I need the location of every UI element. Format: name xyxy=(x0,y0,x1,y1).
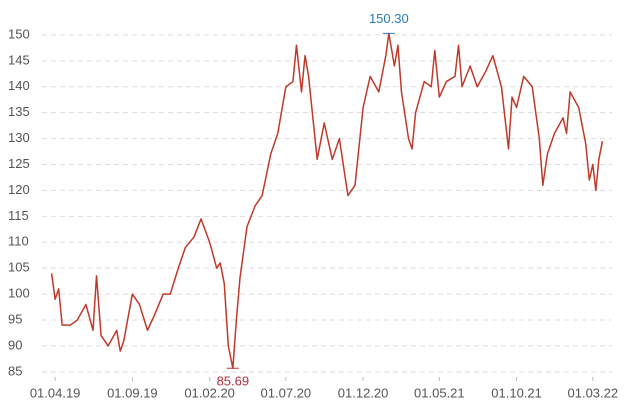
y-tick-label: 150 xyxy=(8,26,30,41)
y-tick-label: 130 xyxy=(8,130,30,145)
y-tick-label: 110 xyxy=(8,234,29,249)
y-tick-label: 105 xyxy=(8,260,30,275)
x-tick-label: 01.12.20 xyxy=(338,385,389,400)
annotation-label: 85.69 xyxy=(217,374,250,389)
y-tick-label: 85 xyxy=(8,363,22,378)
y-tick-label: 120 xyxy=(8,182,30,197)
annotation-label: 150.30 xyxy=(369,11,409,26)
y-tick-label: 125 xyxy=(8,156,30,171)
x-tick-label: 01.07.20 xyxy=(261,385,312,400)
y-tick-label: 90 xyxy=(8,337,22,352)
x-tick-label: 01.05.21 xyxy=(414,385,465,400)
x-tick-label: 01.02.20 xyxy=(184,385,235,400)
y-tick-label: 140 xyxy=(8,78,30,93)
y-tick-label: 100 xyxy=(8,286,30,301)
price-line xyxy=(50,32,604,369)
y-tick-label: 115 xyxy=(8,208,29,223)
y-tick-label: 135 xyxy=(8,104,30,119)
x-tick-label: 01.03.22 xyxy=(568,385,619,400)
y-tick-label: 145 xyxy=(8,52,30,67)
y-tick-label: 95 xyxy=(8,311,22,326)
x-tick-label: 01.09.19 xyxy=(107,385,158,400)
x-tick-label: 01.10.21 xyxy=(491,385,542,400)
x-tick-label: 01.04.19 xyxy=(30,385,81,400)
